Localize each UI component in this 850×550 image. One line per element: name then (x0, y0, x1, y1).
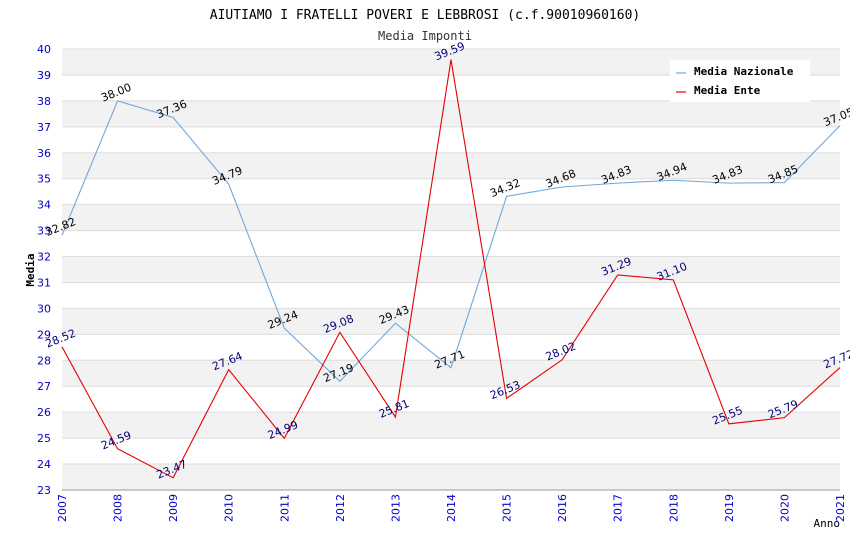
x-tick-label: 2016 (556, 494, 569, 522)
y-tick-label: 24 (37, 458, 51, 471)
y-tick-label: 30 (37, 302, 51, 315)
legend: Media Nazionale Media Ente (670, 60, 810, 102)
y-tick-label: 28 (37, 354, 51, 367)
x-tick-label: 2007 (56, 494, 69, 522)
x-tick-label: 2018 (667, 494, 680, 522)
x-tick-label: 2010 (223, 494, 236, 522)
y-tick-label: 27 (37, 380, 51, 393)
grid-band (62, 334, 840, 361)
grid-band (62, 178, 840, 205)
y-tick-label: 32 (37, 251, 51, 264)
grid-band (62, 126, 840, 153)
grid-bands (62, 49, 840, 490)
series-lines (61, 59, 841, 479)
legend-label-nazionale: Media Nazionale (694, 65, 794, 78)
grid-band (62, 100, 840, 127)
y-tick-label: 35 (37, 173, 51, 186)
x-tick-label: 2019 (723, 494, 736, 522)
grid-band (62, 308, 840, 335)
y-tick-label: 38 (37, 95, 51, 108)
x-axis-ticks: 2007 2008 2009 2010 2011 2012 2013 2014 2015 2016… (56, 494, 847, 522)
y-tick-label: 40 (37, 43, 51, 56)
x-axis-title: Anno (814, 517, 841, 530)
y-tick-label: 34 (37, 199, 51, 212)
chart-title: AIUTIAMO I FRATELLI POVERI E LEBBROSI (c… (210, 8, 640, 23)
x-tick-label: 2013 (389, 494, 402, 522)
x-tick-label: 2012 (334, 494, 347, 522)
y-axis-title: Media (24, 253, 37, 286)
y-tick-label: 23 (37, 484, 51, 497)
x-tick-label: 2015 (501, 494, 514, 522)
x-tick-label: 2014 (445, 494, 458, 522)
y-tick-label: 31 (37, 276, 51, 289)
y-tick-label: 36 (37, 147, 51, 160)
grid-lines (62, 48, 840, 491)
grid-band (62, 204, 840, 231)
legend-box (670, 60, 810, 102)
grid-band (62, 360, 840, 387)
grid-band (62, 152, 840, 179)
x-tick-label: 2011 (278, 494, 291, 522)
grid-band (62, 230, 840, 257)
y-tick-label: 37 (37, 121, 51, 134)
x-tick-label: 2009 (167, 494, 180, 522)
grid-band (62, 256, 840, 283)
y-tick-label: 29 (37, 328, 51, 341)
y-tick-label: 39 (37, 69, 51, 82)
x-tick-label: 2021 (834, 494, 847, 522)
y-axis-ticks: 23 24 25 26 27 28 29 30 31 32 33 34 35 36 37 38 39 40 (37, 43, 51, 497)
legend-label-ente: Media Ente (694, 84, 761, 97)
y-tick-label: 26 (37, 406, 51, 419)
y-tick-label: 25 (37, 432, 51, 445)
grid-band (62, 464, 840, 490)
series-line-media-nazionale (61, 100, 841, 383)
series-line-media-ente (61, 59, 841, 479)
chart-subtitle: Media Imponti (378, 29, 472, 43)
grid-band (62, 282, 840, 309)
x-tick-label: 2020 (778, 494, 791, 522)
grid-band (62, 386, 840, 413)
x-tick-label: 2017 (612, 494, 625, 522)
grid-band (62, 412, 840, 439)
y-tick-label: 33 (37, 225, 51, 238)
x-tick-label: 2008 (112, 494, 125, 522)
